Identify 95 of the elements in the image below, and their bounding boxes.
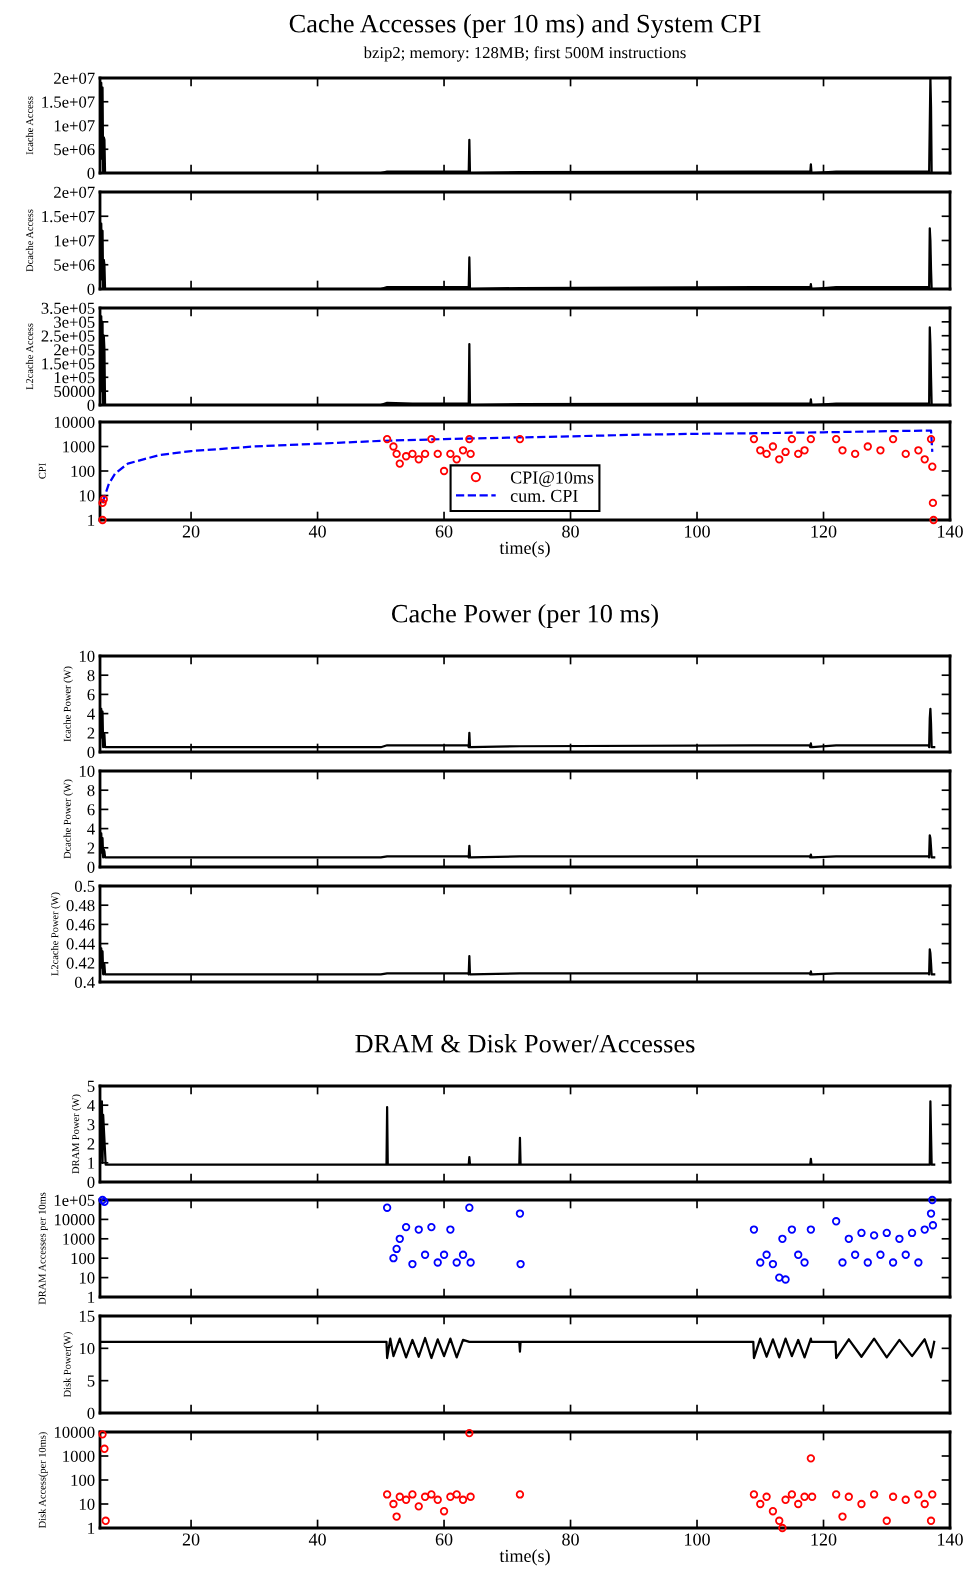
- y-tick-label: 50000: [54, 385, 95, 398]
- y-tick-label: 0.5: [74, 880, 95, 893]
- x-tick-label: 100: [685, 525, 710, 538]
- y-tick-label: 10000: [54, 1426, 95, 1438]
- y-tick-label: 4: [87, 708, 95, 720]
- y-tick-label: 0: [87, 746, 95, 758]
- y-tick-label: 8: [87, 784, 95, 797]
- y-axis-title: Disk Power(W): [63, 1332, 73, 1398]
- y-tick-label: 15: [79, 1310, 95, 1322]
- y-axis-title: DRAM Power (W): [71, 1094, 82, 1174]
- y-tick-label: 1.5e+07: [42, 96, 95, 108]
- x-tick-label: 120: [811, 1533, 837, 1546]
- y-tick-label: 5e+06: [54, 259, 95, 271]
- y-tick-label: 1e+07: [54, 120, 95, 132]
- y-tick-label: 0.48: [66, 899, 95, 912]
- chart-subtitle: bzip2; memory: 128MB; first 500M instructions: [363, 46, 686, 62]
- x-tick-label: 140: [938, 525, 963, 538]
- y-tick-label: 100: [71, 1252, 95, 1265]
- y-tick-label: 1000: [63, 1450, 95, 1462]
- y-axis-title: DRAM Accesses per 10ms: [38, 1192, 48, 1305]
- chart-title: DRAM & Disk Power/Accesses: [355, 1034, 695, 1053]
- y-tick-label: 4: [87, 1100, 95, 1111]
- y-tick-label: 0: [87, 1176, 95, 1188]
- y-tick-label: 6: [87, 804, 95, 816]
- y-tick-label: 1: [88, 1157, 95, 1169]
- y-tick-label: 10: [79, 765, 95, 777]
- x-axis-title: time(s): [499, 541, 550, 558]
- chart-title: Cache Accesses (per 10 ms) and System CPI: [289, 14, 761, 38]
- x-tick-label: 40: [308, 1533, 326, 1546]
- x-tick-label: 20: [182, 1533, 200, 1546]
- x-tick-label: 120: [811, 525, 837, 538]
- y-tick-label: 0.4: [74, 976, 95, 989]
- y-tick-label: 1: [88, 1291, 95, 1303]
- y-tick-label: 5: [87, 1375, 95, 1387]
- y-tick-label: 1.5e+05: [42, 358, 95, 370]
- y-tick-label: 100: [71, 465, 95, 477]
- y-tick-label: 5e+06: [54, 143, 95, 156]
- x-tick-label: 140: [938, 1533, 963, 1546]
- x-tick-label: 80: [562, 525, 579, 538]
- y-tick-label: 1000: [63, 1233, 95, 1245]
- y-tick-label: 1e+07: [54, 235, 95, 247]
- y-axis-title: Disk Access(per 10ms): [38, 1432, 48, 1529]
- y-tick-label: 0: [87, 399, 95, 411]
- y-tick-label: 0: [87, 861, 95, 873]
- y-tick-label: 1: [88, 514, 95, 526]
- y-tick-label: 2.5e+05: [41, 330, 95, 342]
- legend-label: cum. CPI: [510, 489, 578, 502]
- y-tick-label: 2: [87, 1138, 95, 1150]
- x-tick-label: 80: [562, 1533, 579, 1546]
- y-tick-label: 1: [88, 1522, 95, 1534]
- y-tick-label: 2e+05: [54, 344, 95, 356]
- y-tick-label: 10000: [54, 416, 95, 428]
- y-tick-label: 1000: [63, 441, 95, 453]
- y-tick-label: 10000: [54, 1214, 95, 1226]
- y-tick-label: 1e+05: [54, 371, 95, 384]
- y-axis-title: Dcache Power (W): [63, 779, 73, 859]
- x-tick-label: 40: [308, 525, 326, 538]
- x-tick-label: 60: [435, 1533, 453, 1546]
- y-tick-label: 3e+05: [54, 316, 95, 328]
- y-tick-label: 10: [79, 1272, 95, 1284]
- y-tick-label: 0.44: [66, 938, 95, 950]
- y-tick-label: 6: [87, 689, 95, 701]
- y-tick-label: 0.42: [66, 957, 95, 969]
- y-tick-label: 8: [87, 669, 95, 682]
- y-axis-title: Icache Access: [25, 96, 34, 155]
- y-tick-label: 10: [79, 1343, 95, 1355]
- y-tick-label: 0: [87, 1407, 95, 1419]
- y-tick-label: 0: [87, 167, 95, 179]
- x-tick-label: 100: [685, 1533, 710, 1546]
- y-tick-label: 100: [71, 1474, 95, 1486]
- y-axis-title: L2cache Access: [25, 323, 34, 390]
- x-tick-label: 60: [435, 525, 453, 538]
- y-tick-label: 3.5e+05: [41, 302, 95, 315]
- y-tick-label: 0: [87, 283, 95, 295]
- legend-label: CPI@10ms: [510, 471, 594, 487]
- y-tick-label: 1.5e+07: [42, 210, 95, 223]
- y-tick-label: 2e+07: [54, 186, 95, 198]
- x-axis-title: time(s): [499, 1549, 550, 1566]
- chart-title: Cache Power (per 10 ms): [391, 604, 658, 628]
- y-tick-label: 2: [87, 842, 95, 854]
- y-tick-label: 10: [79, 490, 95, 502]
- x-tick-label: 20: [182, 525, 200, 538]
- y-tick-label: 3: [87, 1119, 95, 1131]
- y-tick-label: 10: [79, 1498, 95, 1510]
- y-tick-label: 4: [87, 823, 95, 835]
- y-axis-title: L2cache Power (W): [50, 892, 61, 976]
- y-tick-label: 2e+07: [54, 72, 95, 84]
- y-axis-title: Dcache Access: [25, 209, 34, 272]
- y-axis-title: CPI: [38, 463, 46, 479]
- y-tick-label: 2: [87, 727, 95, 739]
- y-tick-label: 0.46: [66, 919, 95, 931]
- y-tick-label: 1e+05: [54, 1194, 95, 1206]
- y-axis-title: Icache Power (W): [63, 666, 73, 742]
- y-tick-label: 5: [87, 1080, 95, 1092]
- y-tick-label: 10: [79, 650, 95, 662]
